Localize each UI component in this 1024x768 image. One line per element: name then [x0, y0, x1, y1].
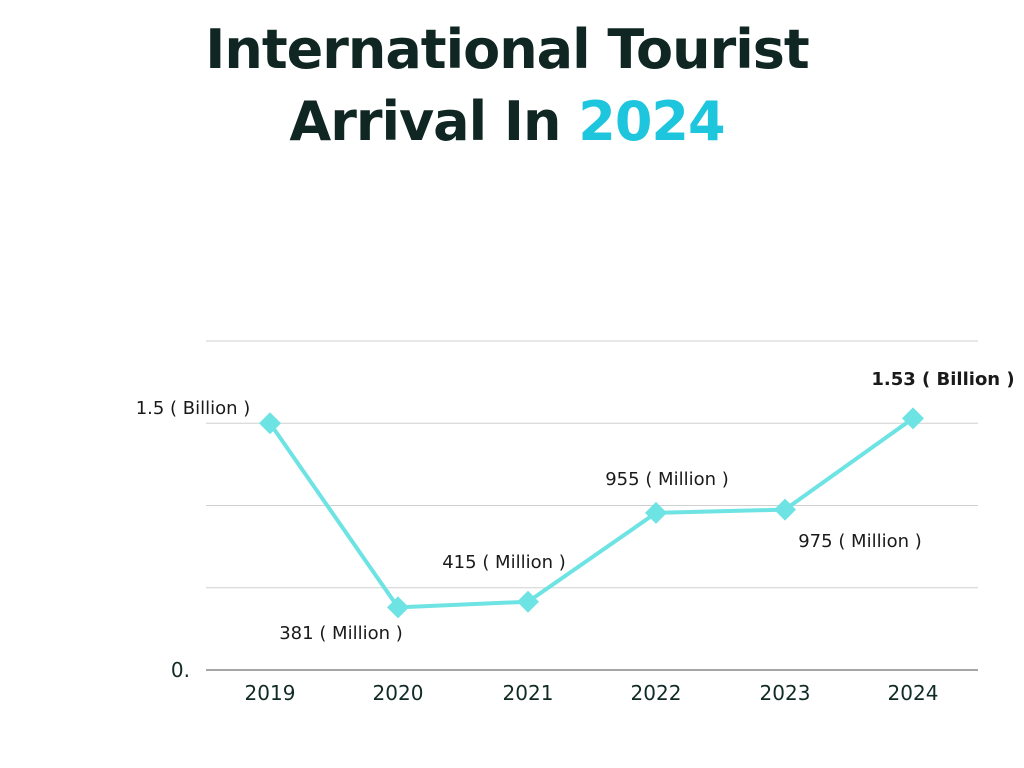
series-line: [268, 416, 915, 610]
data-point-marker: [259, 412, 281, 435]
x-tick-label: 2024: [888, 681, 939, 705]
x-tick-label: 2022: [631, 681, 682, 705]
data-label: 415 ( Million ): [442, 552, 566, 573]
title-line-1: International Tourist: [205, 18, 809, 81]
data-label: 381 ( Million ): [279, 623, 403, 644]
data-label: 1.5 ( Billion ): [136, 398, 251, 419]
data-point-marker: [902, 407, 924, 430]
x-tick-label: 2020: [373, 681, 424, 705]
y-tick-label: 0.: [171, 658, 190, 682]
x-tick-label: 2021: [503, 681, 554, 705]
data-point-marker: [517, 590, 539, 613]
title-highlight-year: 2024: [578, 90, 725, 153]
chart-title: International Tourist Arrival In 2024: [0, 14, 1014, 158]
x-tick-label: 2019: [245, 681, 296, 705]
data-label: 955 ( Million ): [605, 469, 729, 490]
title-line-2: Arrival In 2024: [0, 86, 1014, 158]
x-tick-label: 2023: [760, 681, 811, 705]
data-label: 975 ( Million ): [798, 531, 922, 552]
title-line-2-prefix: Arrival In: [289, 90, 579, 153]
data-point-marker: [774, 498, 796, 521]
data-label: 1.53 ( Billion ): [871, 369, 1014, 390]
data-point-marker: [645, 501, 667, 524]
data-point-marker: [387, 596, 409, 619]
